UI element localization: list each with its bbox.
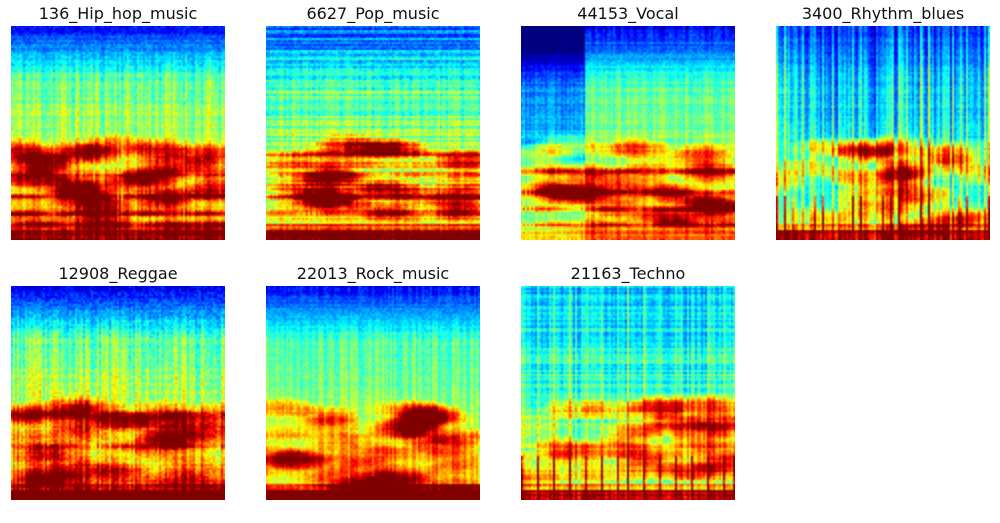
- spectrogram-heatmap: [11, 286, 225, 500]
- spectrogram-heatmap: [266, 26, 480, 240]
- panel-title: 136_Hip_hop_music: [38, 4, 198, 23]
- panel-title: 3400_Rhythm_blues: [801, 4, 965, 23]
- panel-title: 22013_Rock_music: [296, 264, 450, 283]
- spectrogram-heatmap: [521, 286, 735, 500]
- panel-title: 6627_Pop_music: [306, 4, 440, 23]
- spectrogram-heatmap: [266, 286, 480, 500]
- panel-title: 44153_Vocal: [577, 4, 679, 23]
- panel-title: 21163_Techno: [570, 264, 686, 283]
- spectrogram-heatmap: [11, 26, 225, 240]
- spectrogram-heatmap: [776, 26, 990, 240]
- spectrogram-heatmap: [521, 26, 735, 240]
- panel-title: 12908_Reggae: [58, 264, 178, 283]
